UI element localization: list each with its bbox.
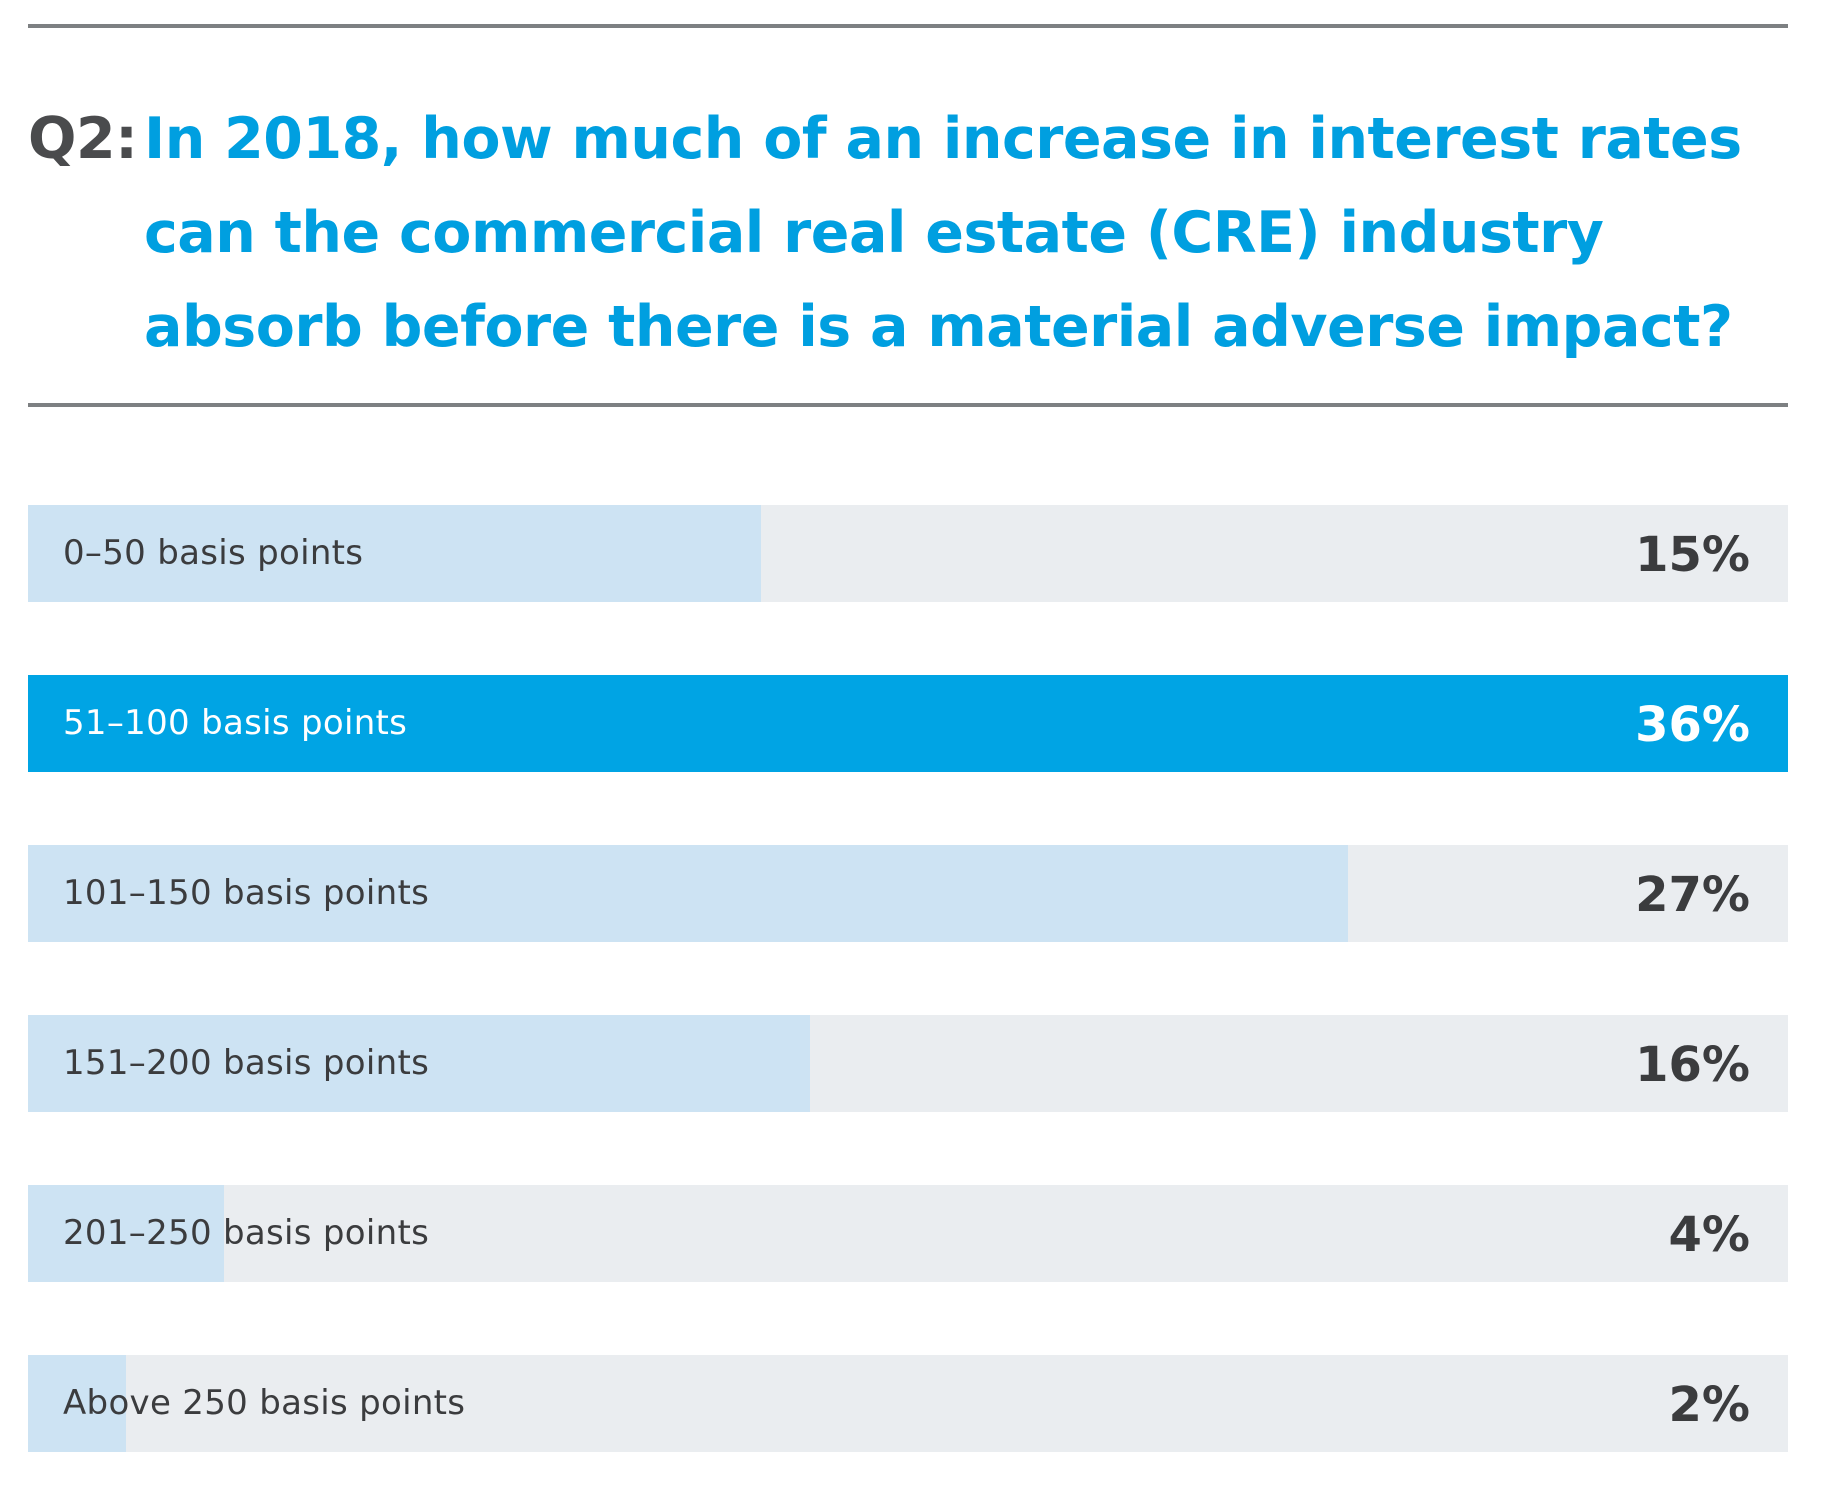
bar-row: 0–50 basis points 15% [28, 505, 1788, 602]
category-label: 51–100 basis points [63, 703, 408, 743]
category-label: Above 250 basis points [63, 1383, 466, 1423]
category-label: 0–50 basis points [63, 533, 364, 573]
value-label: 4% [1668, 1207, 1751, 1263]
bar [28, 505, 761, 602]
bar-row: Above 250 basis points 2% [28, 1355, 1788, 1452]
bar [28, 1015, 810, 1112]
question-text: In 2018, how much of an increase in inte… [144, 106, 1742, 360]
value-label: 36% [1635, 697, 1750, 753]
top-divider [28, 24, 1788, 28]
category-label: 201–250 basis points [63, 1213, 430, 1253]
bar [28, 675, 1788, 772]
bottom-divider [28, 403, 1788, 407]
bar-row: 201–250 basis points 4% [28, 1185, 1788, 1282]
value-label: 2% [1668, 1377, 1751, 1433]
value-label: 16% [1635, 1037, 1750, 1093]
bar [28, 1355, 126, 1452]
chart-title: Q2: In 2018, how much of an increase in … [28, 92, 1818, 374]
bar-row: 101–150 basis points 27% [28, 845, 1788, 942]
value-label: 15% [1635, 527, 1750, 583]
question-number: Q2: [28, 106, 138, 172]
category-label: 151–200 basis points [63, 1043, 430, 1083]
bar-row: 51–100 basis points 36% [28, 675, 1788, 772]
bar [28, 1185, 224, 1282]
value-label: 27% [1635, 867, 1750, 923]
bar-row: 151–200 basis points 16% [28, 1015, 1788, 1112]
bar [28, 845, 1348, 942]
category-label: 101–150 basis points [63, 873, 430, 913]
